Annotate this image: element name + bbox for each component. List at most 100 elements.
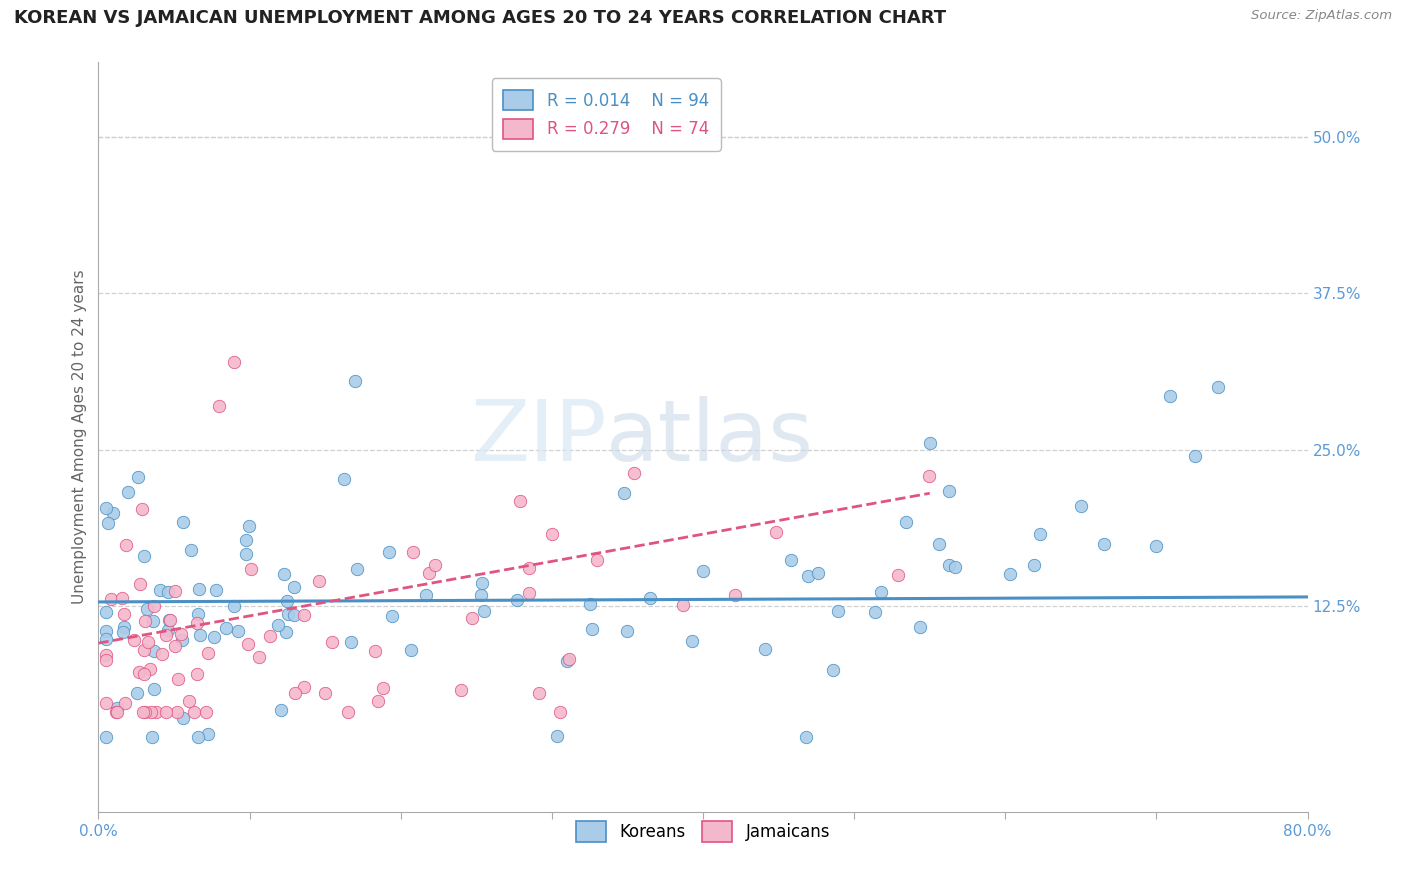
Point xyxy=(276,624,298,639)
Point xyxy=(94,632,117,646)
Point xyxy=(1070,499,1092,513)
Point xyxy=(97,516,120,531)
Point xyxy=(367,693,389,707)
Point xyxy=(1184,449,1206,463)
Point xyxy=(471,576,494,591)
Point xyxy=(114,538,136,552)
Point xyxy=(186,616,208,631)
Point xyxy=(163,639,186,653)
Point xyxy=(321,634,343,648)
Point xyxy=(132,705,155,719)
Point xyxy=(166,705,188,719)
Point xyxy=(339,635,361,649)
Point xyxy=(163,584,186,599)
Point xyxy=(136,634,159,648)
Point xyxy=(240,562,263,576)
Point xyxy=(623,466,645,480)
Point xyxy=(247,649,270,664)
Point xyxy=(224,355,246,369)
Point xyxy=(765,525,787,540)
Point xyxy=(172,633,194,648)
Point xyxy=(638,591,661,605)
Point xyxy=(865,605,887,619)
Point xyxy=(131,501,153,516)
Point xyxy=(555,654,578,668)
Point xyxy=(870,585,893,599)
Text: ZIP: ZIP xyxy=(470,395,606,479)
Point xyxy=(292,680,315,694)
Point xyxy=(754,641,776,656)
Point xyxy=(143,682,166,697)
Point xyxy=(215,621,238,635)
Point xyxy=(105,705,128,719)
Point xyxy=(346,562,368,576)
Point xyxy=(333,472,356,486)
Point xyxy=(415,588,437,602)
Point xyxy=(150,647,173,661)
Point xyxy=(142,614,165,628)
Point xyxy=(821,663,844,677)
Point xyxy=(796,730,818,744)
Point xyxy=(548,705,571,719)
Point xyxy=(314,686,336,700)
Point xyxy=(450,682,472,697)
Point xyxy=(183,705,205,719)
Point xyxy=(585,553,607,567)
Point xyxy=(94,605,117,619)
Point xyxy=(122,633,145,648)
Point xyxy=(129,577,152,591)
Point xyxy=(894,516,917,530)
Point xyxy=(723,588,745,602)
Point xyxy=(139,662,162,676)
Point xyxy=(101,506,124,520)
Point xyxy=(509,494,531,508)
Point xyxy=(401,545,423,559)
Point xyxy=(270,703,292,717)
Point xyxy=(259,629,281,643)
Point xyxy=(277,607,299,621)
Point xyxy=(134,614,156,628)
Point xyxy=(127,470,149,484)
Point xyxy=(100,591,122,606)
Point xyxy=(117,484,139,499)
Point xyxy=(1144,539,1167,553)
Point xyxy=(94,624,117,638)
Point xyxy=(506,593,529,607)
Point xyxy=(132,642,155,657)
Point xyxy=(134,666,156,681)
Point xyxy=(105,701,128,715)
Text: Source: ZipAtlas.com: Source: ZipAtlas.com xyxy=(1251,9,1392,22)
Point xyxy=(197,727,219,741)
Point xyxy=(308,574,330,588)
Point xyxy=(112,624,135,639)
Point xyxy=(337,705,360,719)
Point xyxy=(157,614,180,628)
Point xyxy=(613,485,636,500)
Point xyxy=(283,580,305,594)
Point xyxy=(558,651,581,665)
Point xyxy=(224,599,246,614)
Point xyxy=(344,374,367,388)
Point xyxy=(177,694,200,708)
Point xyxy=(149,583,172,598)
Point xyxy=(208,399,231,413)
Y-axis label: Unemployment Among Ages 20 to 24 years: Unemployment Among Ages 20 to 24 years xyxy=(72,269,87,605)
Point xyxy=(1029,526,1052,541)
Point xyxy=(827,603,849,617)
Point xyxy=(186,666,208,681)
Point xyxy=(1208,380,1230,394)
Point xyxy=(1159,389,1181,403)
Point xyxy=(1024,558,1046,573)
Point xyxy=(578,597,600,611)
Point xyxy=(170,627,193,641)
Point xyxy=(917,469,939,483)
Point xyxy=(94,730,117,744)
Point xyxy=(155,705,177,719)
Point xyxy=(527,686,550,700)
Point xyxy=(377,544,399,558)
Point xyxy=(918,436,941,450)
Point xyxy=(134,549,156,563)
Point xyxy=(125,686,148,700)
Point xyxy=(692,564,714,578)
Point xyxy=(172,711,194,725)
